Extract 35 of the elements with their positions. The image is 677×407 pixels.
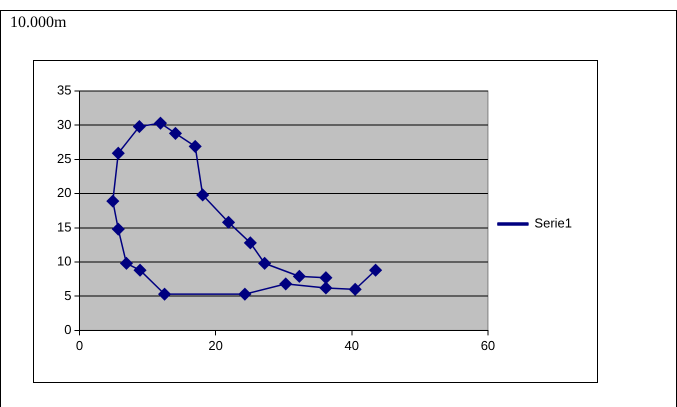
- x-tick-label: 60: [480, 338, 496, 353]
- point: [320, 282, 332, 294]
- legend-label: Serie1: [534, 216, 572, 231]
- point: [279, 278, 292, 290]
- point: [258, 257, 271, 270]
- y-tick-label: 0: [64, 322, 72, 337]
- point: [133, 120, 146, 133]
- y-tick-label: 15: [56, 219, 72, 234]
- point: [369, 264, 382, 276]
- y-tick-label: 30: [56, 116, 72, 132]
- x-tick-label: 0: [76, 338, 84, 353]
- point: [238, 288, 252, 300]
- point: [134, 264, 146, 276]
- point: [196, 188, 209, 202]
- point: [222, 216, 235, 229]
- chart-title: 10.000m: [10, 14, 66, 32]
- point: [154, 116, 167, 130]
- y-tick-label: 5: [64, 288, 72, 303]
- point: [120, 257, 133, 270]
- y-tick-label: 35: [56, 82, 72, 98]
- point: [112, 222, 125, 236]
- point: [169, 127, 182, 140]
- point: [188, 140, 202, 153]
- point: [320, 271, 332, 284]
- point: [293, 270, 306, 283]
- point: [348, 283, 362, 296]
- y-tick-label: 20: [56, 185, 72, 200]
- point: [158, 288, 171, 300]
- y-tick-label: 25: [56, 150, 72, 166]
- y-tick-label: 10: [56, 254, 72, 269]
- x-tick-label: 40: [344, 338, 359, 353]
- point: [106, 194, 120, 208]
- x-tick-label: 20: [208, 338, 223, 353]
- point: [244, 236, 257, 250]
- point: [112, 146, 125, 160]
